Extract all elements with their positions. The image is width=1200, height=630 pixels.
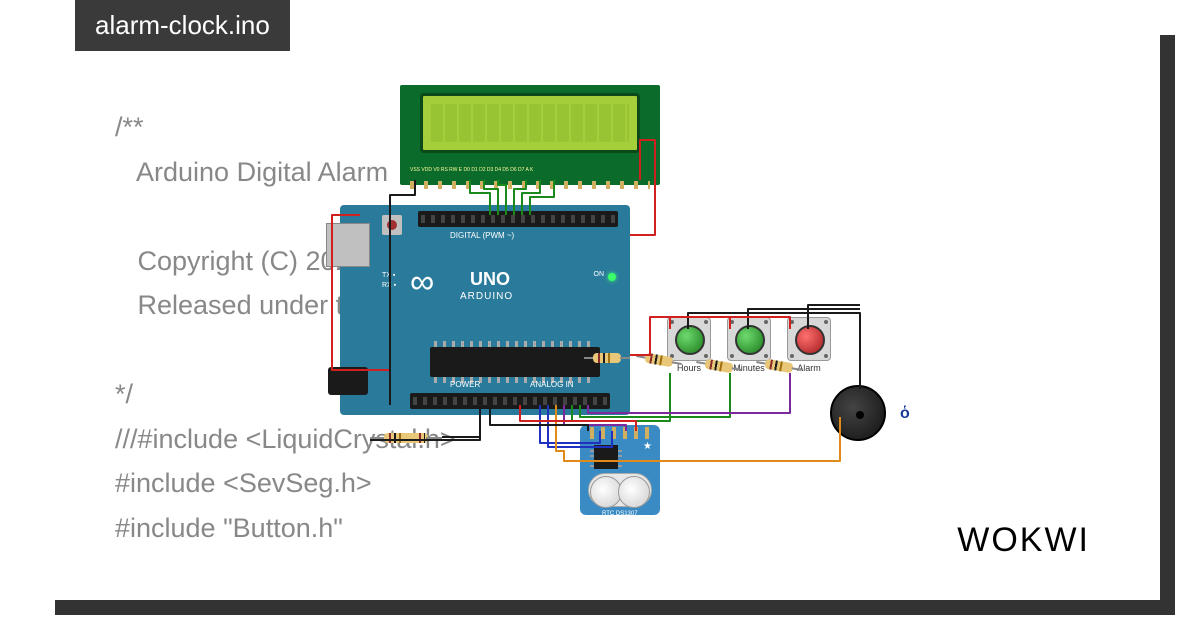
button-cap (795, 325, 825, 355)
rtc-header (590, 427, 650, 439)
piezo-buzzer (830, 385, 886, 441)
resistor (370, 433, 442, 443)
on-led-icon (608, 273, 616, 281)
digital-header (418, 211, 618, 227)
arduino-uno-board: ∞ UNO ARDUINO DIGITAL (PWM ~) POWER ANAL… (340, 205, 630, 415)
lcd-screen (420, 93, 640, 153)
arduino-logo-icon: ∞ (410, 263, 434, 302)
rtc-chip (594, 445, 618, 469)
power-label: POWER (450, 380, 480, 389)
resistor (584, 353, 630, 363)
rtc-module: ★ RTC DS1307 (580, 425, 660, 515)
lcd-pin-holes (410, 181, 650, 189)
power-analog-header (410, 393, 610, 409)
txrx-labels: TX ▪RX ▪ (382, 271, 396, 291)
preview-card: /** Arduino Digital Alarm Copyright (C) … (40, 20, 1160, 600)
lcd-pin-labels: VSS VDD V0 RS RW E D0 D1 D2 D3 D4 D5 D6 … (410, 167, 650, 181)
circuit-diagram: VSS VDD V0 RS RW E D0 D1 D2 D3 D4 D5 D6 … (320, 85, 940, 535)
uno-label: UNO (470, 269, 510, 290)
digital-label: DIGITAL (PWM ~) (450, 231, 514, 240)
wire-red (630, 317, 670, 355)
arduino-label: ARDUINO (460, 291, 513, 302)
usb-port (326, 223, 370, 267)
button-cap (735, 325, 765, 355)
atmega-chip (430, 347, 600, 377)
rtc-battery-holder (588, 473, 652, 507)
on-label: ON (594, 271, 605, 278)
rtc-label: RTC DS1307 (602, 511, 638, 517)
buzzer-polarity-mark: ὁ (900, 405, 910, 423)
wokwi-brand: WOKWI (957, 521, 1090, 560)
lcd-module: VSS VDD V0 RS RW E D0 D1 D2 D3 D4 D5 D6 … (400, 85, 660, 185)
adafruit-star-icon: ★ (643, 441, 652, 452)
button-body (667, 317, 711, 361)
file-title-tab: alarm-clock.ino (75, 0, 290, 51)
barrel-jack (328, 367, 368, 395)
analog-label: ANALOG IN (530, 380, 574, 389)
button-body (787, 317, 831, 361)
wire-black (688, 313, 860, 389)
button-cap (675, 325, 705, 355)
button-body (727, 317, 771, 361)
reset-button (382, 215, 402, 235)
